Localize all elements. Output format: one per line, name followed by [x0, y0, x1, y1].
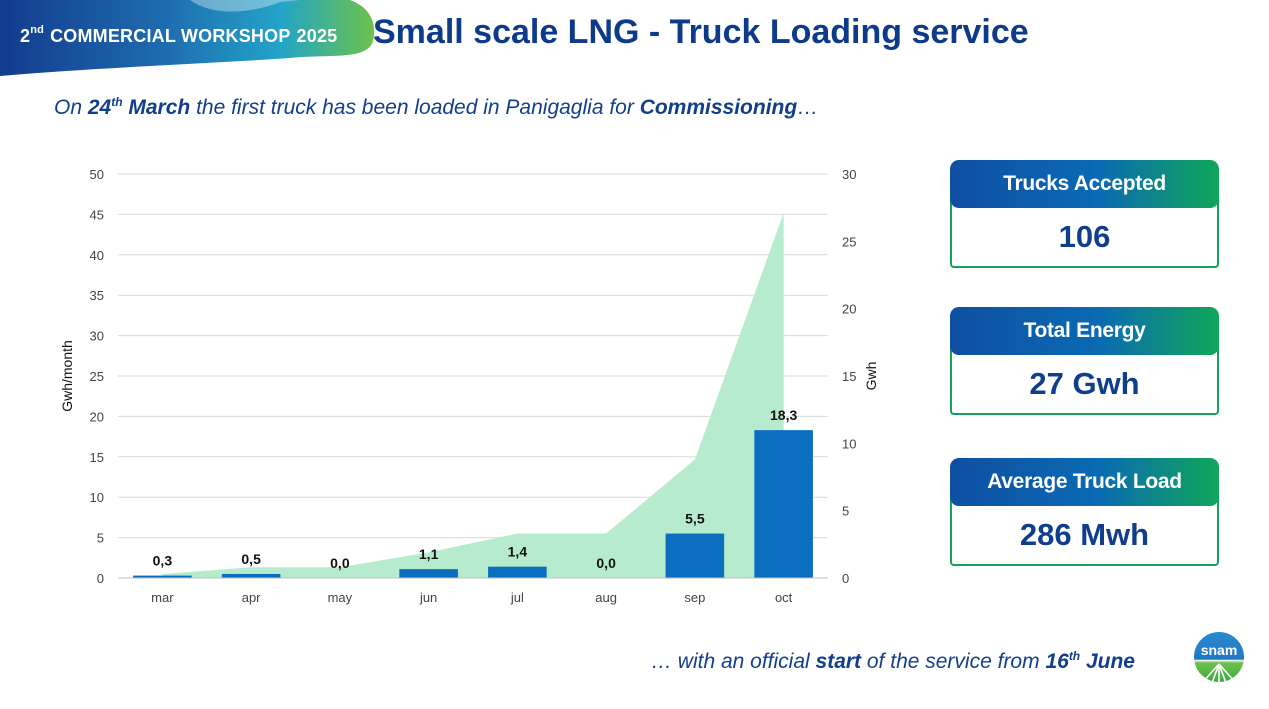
energy-chart: 0,3 0,5 0,0 1,1 1,4 0,0 5,5 18,3 mar apr may jun jul… — [59, 167, 879, 605]
y-tick-label: 40 — [90, 248, 104, 263]
kpi-value: 106 — [950, 198, 1219, 268]
y-tick-label: 30 — [90, 329, 104, 344]
kpi-value: 286 Mwh — [950, 496, 1219, 566]
y-tick-label: 20 — [90, 409, 104, 424]
workshop-year: 2025 — [296, 26, 338, 46]
x-tick-label: may — [328, 590, 353, 605]
bar-sep — [665, 533, 725, 578]
workshop-ordinal-suffix: nd — [30, 24, 45, 36]
subtitle-month: March — [122, 96, 191, 119]
data-label: 1,1 — [419, 546, 439, 562]
data-label: 0,3 — [153, 553, 173, 569]
data-label: 5,5 — [685, 511, 705, 527]
footer-day-suffix: th — [1068, 649, 1081, 663]
subtitle-prefix: On — [54, 96, 88, 119]
subtitle-middle: the first truck has been loaded in Panig… — [190, 96, 640, 119]
footer-note: … with an official start of the service … — [650, 649, 1135, 674]
bar-mar — [133, 575, 192, 578]
kpi-trucks-accepted: Trucks Accepted 106 — [950, 160, 1219, 268]
kpi-average-truck-load: Average Truck Load 286 Mwh — [950, 458, 1219, 566]
data-label: 0,5 — [241, 551, 261, 567]
kpi-label: Average Truck Load — [950, 458, 1219, 506]
footer-day: 16 — [1045, 650, 1069, 673]
x-tick-label: aug — [595, 590, 617, 605]
footer-middle: of the service from — [861, 650, 1046, 673]
bar-apr — [221, 573, 281, 578]
workshop-name: COMMERCIAL WORKSHOP — [50, 26, 291, 46]
data-label: 0,0 — [596, 555, 616, 571]
x-tick-label: apr — [242, 590, 261, 605]
subtitle: On 24th March the first truck has been l… — [54, 95, 819, 120]
y2-tick-label: 10 — [842, 436, 856, 451]
x-tick-label: sep — [684, 590, 705, 605]
y-tick-label: 35 — [90, 288, 104, 303]
kpi-total-energy: Total Energy 27 Gwh — [950, 307, 1219, 415]
y2-tick-label: 0 — [842, 571, 849, 586]
footer-month: June — [1080, 650, 1135, 673]
bar-jun — [399, 569, 458, 578]
x-tick-label: jul — [510, 590, 524, 605]
x-tick-label: oct — [775, 590, 793, 605]
y2-tick-label: 15 — [842, 369, 856, 384]
y2-tick-label: 30 — [842, 167, 856, 182]
banner-graphic — [0, 0, 375, 76]
footer-emphasis: start — [815, 650, 862, 673]
x-tick-label: jun — [419, 590, 437, 605]
subtitle-emphasis: Commissioning — [639, 96, 798, 119]
logo-text: snam — [1201, 642, 1238, 658]
page-title: Small scale LNG - Truck Loading service — [373, 13, 1029, 51]
bar-oct — [754, 430, 813, 578]
workshop-ordinal: 2 — [20, 26, 31, 46]
data-label: 1,4 — [508, 544, 528, 560]
y-tick-label: 50 — [90, 167, 104, 182]
y-axis-title: Gwh/month — [59, 340, 75, 412]
subtitle-ellipsis: … — [797, 96, 819, 119]
subtitle-day: 24 — [87, 96, 112, 119]
data-label: 0,0 — [330, 555, 350, 571]
x-tick-label: mar — [151, 590, 174, 605]
y-tick-label: 0 — [97, 571, 104, 586]
y2-tick-label: 20 — [842, 302, 856, 317]
y2-tick-label: 25 — [842, 234, 856, 249]
y-tick-label: 45 — [90, 207, 104, 222]
data-label: 18,3 — [770, 407, 797, 423]
kpi-value: 27 Gwh — [950, 345, 1219, 415]
subtitle-day-suffix: th — [111, 95, 123, 109]
workshop-label: 2nd COMMERCIAL WORKSHOP 2025 — [20, 24, 338, 47]
y-tick-label: 25 — [90, 369, 104, 384]
y-tick-label: 10 — [90, 490, 104, 505]
kpi-label: Total Energy — [950, 307, 1219, 355]
y2-axis-title: Gwh — [863, 362, 879, 391]
kpi-label: Trucks Accepted — [950, 160, 1219, 208]
footer-prefix: … with an official — [650, 650, 816, 673]
y-tick-label: 5 — [97, 531, 104, 546]
y2-tick-label: 5 — [842, 504, 849, 519]
snam-logo: snam — [1194, 632, 1244, 682]
y-tick-label: 15 — [90, 450, 104, 465]
bar-jul — [488, 566, 547, 578]
